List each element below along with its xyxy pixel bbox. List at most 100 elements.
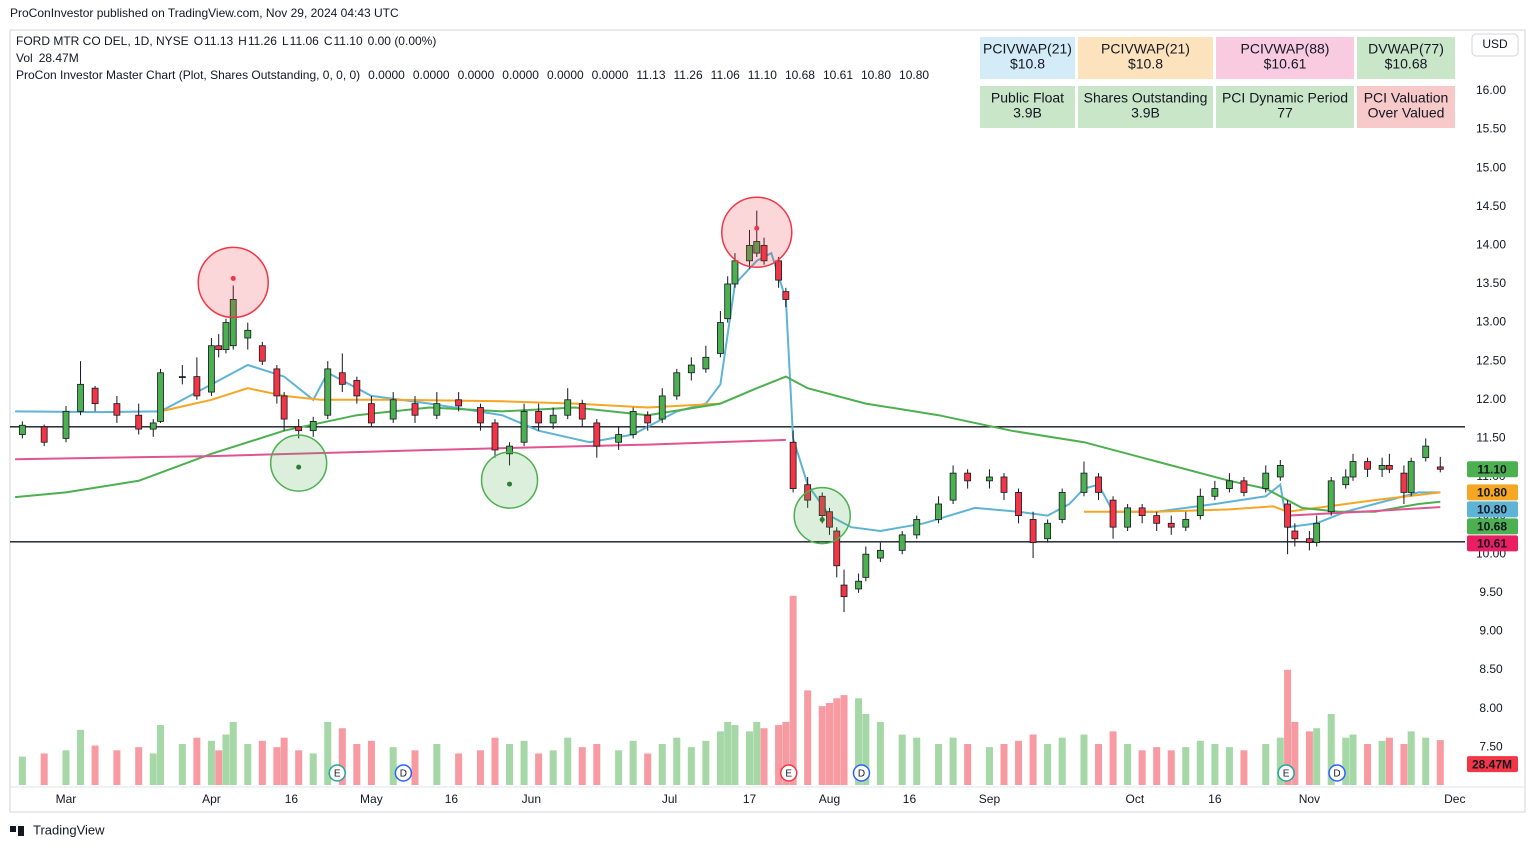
candle-body <box>244 329 252 339</box>
volume-bar <box>644 753 652 785</box>
event-label: D <box>400 769 407 780</box>
volume-bar <box>1342 737 1350 785</box>
volume-bar <box>949 737 957 785</box>
x-tick-label: May <box>360 792 383 806</box>
candle-body <box>593 422 601 447</box>
candle-body <box>876 549 884 559</box>
event-label: E <box>334 769 341 780</box>
price-badge <box>1467 518 1518 535</box>
candle-body <box>18 424 26 435</box>
volume-bar <box>615 750 623 785</box>
price-change: 0.00 (0.00%) <box>368 34 437 48</box>
volume-bar <box>91 745 99 785</box>
candle-body <box>826 511 833 528</box>
info-cell <box>1078 37 1213 79</box>
signal-circle <box>197 246 269 319</box>
volume-badge-label: 28.47M <box>1472 757 1512 771</box>
candle-body <box>1349 461 1357 478</box>
volume-bar <box>658 744 666 785</box>
candle-body <box>1400 472 1408 493</box>
candle-body <box>258 345 266 362</box>
candle-body <box>1196 495 1204 516</box>
symbol-name: FORD MTR CO DEL, 1D, NYSE <box>16 34 189 48</box>
volume-bar <box>804 690 812 785</box>
candle-body <box>789 441 797 489</box>
price-badge <box>1467 501 1518 518</box>
indicator-value: 0.0000 <box>547 68 584 82</box>
candle-body <box>862 553 870 578</box>
candle-body <box>760 244 768 262</box>
candle-body <box>193 376 201 397</box>
volume-bar <box>40 753 48 785</box>
info-cell <box>1216 86 1354 128</box>
volume-bar <box>62 750 70 785</box>
x-tick-label: 16 <box>445 792 459 806</box>
currency-label[interactable]: USD <box>1482 37 1508 51</box>
candle-body <box>1422 445 1430 459</box>
volume-bar <box>1422 737 1430 785</box>
ohlc-value: 11.26 <box>248 34 277 48</box>
x-tick-label: Aug <box>819 792 840 806</box>
candle-body <box>1058 492 1066 520</box>
indicator-value: 10.68 <box>785 68 815 82</box>
candle-body <box>1276 465 1284 478</box>
candle-body <box>135 414 143 430</box>
signal-dot <box>754 225 760 231</box>
x-tick-label: Jun <box>522 792 541 806</box>
candle-body <box>222 322 230 350</box>
candle-body <box>1153 515 1161 524</box>
candle-body <box>208 345 215 393</box>
footer-brand: TradingView <box>33 822 105 837</box>
indicator-value: 0.0000 <box>368 68 405 82</box>
indicator-value: 10.61 <box>823 68 853 82</box>
y-tick-label: 11.50 <box>1476 431 1505 445</box>
volume-bar <box>338 728 346 785</box>
candle-body <box>782 291 790 300</box>
indicator-line <box>15 438 1441 517</box>
y-tick-label: 14.50 <box>1476 199 1506 213</box>
candle-body <box>215 345 223 350</box>
volume-bar <box>1291 721 1299 785</box>
candle-body <box>157 372 164 422</box>
candle-body <box>1284 503 1291 528</box>
candle-body <box>1124 507 1132 528</box>
candle-body <box>615 434 623 443</box>
candle-body <box>1385 465 1393 470</box>
candle-body <box>1095 476 1102 493</box>
volume-bar <box>1167 750 1175 785</box>
volume-bar <box>731 725 739 785</box>
candle-body <box>40 426 48 443</box>
volume-bar <box>1364 744 1372 785</box>
candle-body <box>687 364 695 374</box>
price-badge-label: 10.61 <box>1477 537 1507 551</box>
volume-bar <box>149 753 157 785</box>
y-tick-label: 7.50 <box>1479 739 1503 753</box>
info-value: 3.9B <box>1013 105 1042 121</box>
price-badge-label: 11.10 <box>1477 462 1507 476</box>
indicator-value: 11.10 <box>748 68 777 82</box>
volume-bar <box>935 744 943 785</box>
volume-bar <box>964 744 972 785</box>
candle-body <box>731 260 739 285</box>
candle-body <box>77 383 84 412</box>
y-tick-label: 13.00 <box>1476 315 1506 329</box>
currency-button[interactable] <box>1471 33 1519 57</box>
x-tick-label: 17 <box>743 792 757 806</box>
x-tick-label: 16 <box>1208 792 1222 806</box>
y-tick-label: 8.00 <box>1479 701 1503 715</box>
publisher-note: ProConInvestor published on TradingView.… <box>10 6 399 20</box>
signal-circle <box>793 486 851 545</box>
candle-body <box>935 503 942 520</box>
candle-body <box>433 403 441 416</box>
candle-body <box>724 283 732 320</box>
candle-body <box>1262 472 1270 489</box>
candle-body <box>702 356 710 370</box>
candle-body <box>353 380 361 397</box>
volume-bar <box>411 750 419 785</box>
x-tick-label: Mar <box>56 792 77 806</box>
volume-bar <box>353 744 361 785</box>
candle-body <box>840 584 848 598</box>
indicator-value: 0.0000 <box>458 68 495 82</box>
y-tick-label: 13.50 <box>1476 276 1506 290</box>
volume-bar <box>1407 731 1415 785</box>
